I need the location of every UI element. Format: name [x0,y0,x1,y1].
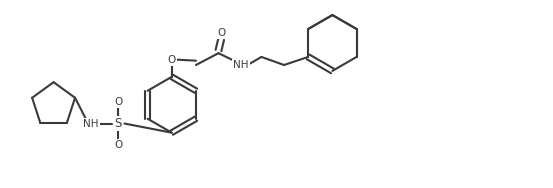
Text: O: O [114,140,122,150]
Text: O: O [217,28,225,38]
Text: NH: NH [233,60,249,70]
Text: NH: NH [84,119,99,129]
Text: O: O [168,55,176,65]
Text: O: O [114,97,122,107]
Text: S: S [114,117,122,130]
